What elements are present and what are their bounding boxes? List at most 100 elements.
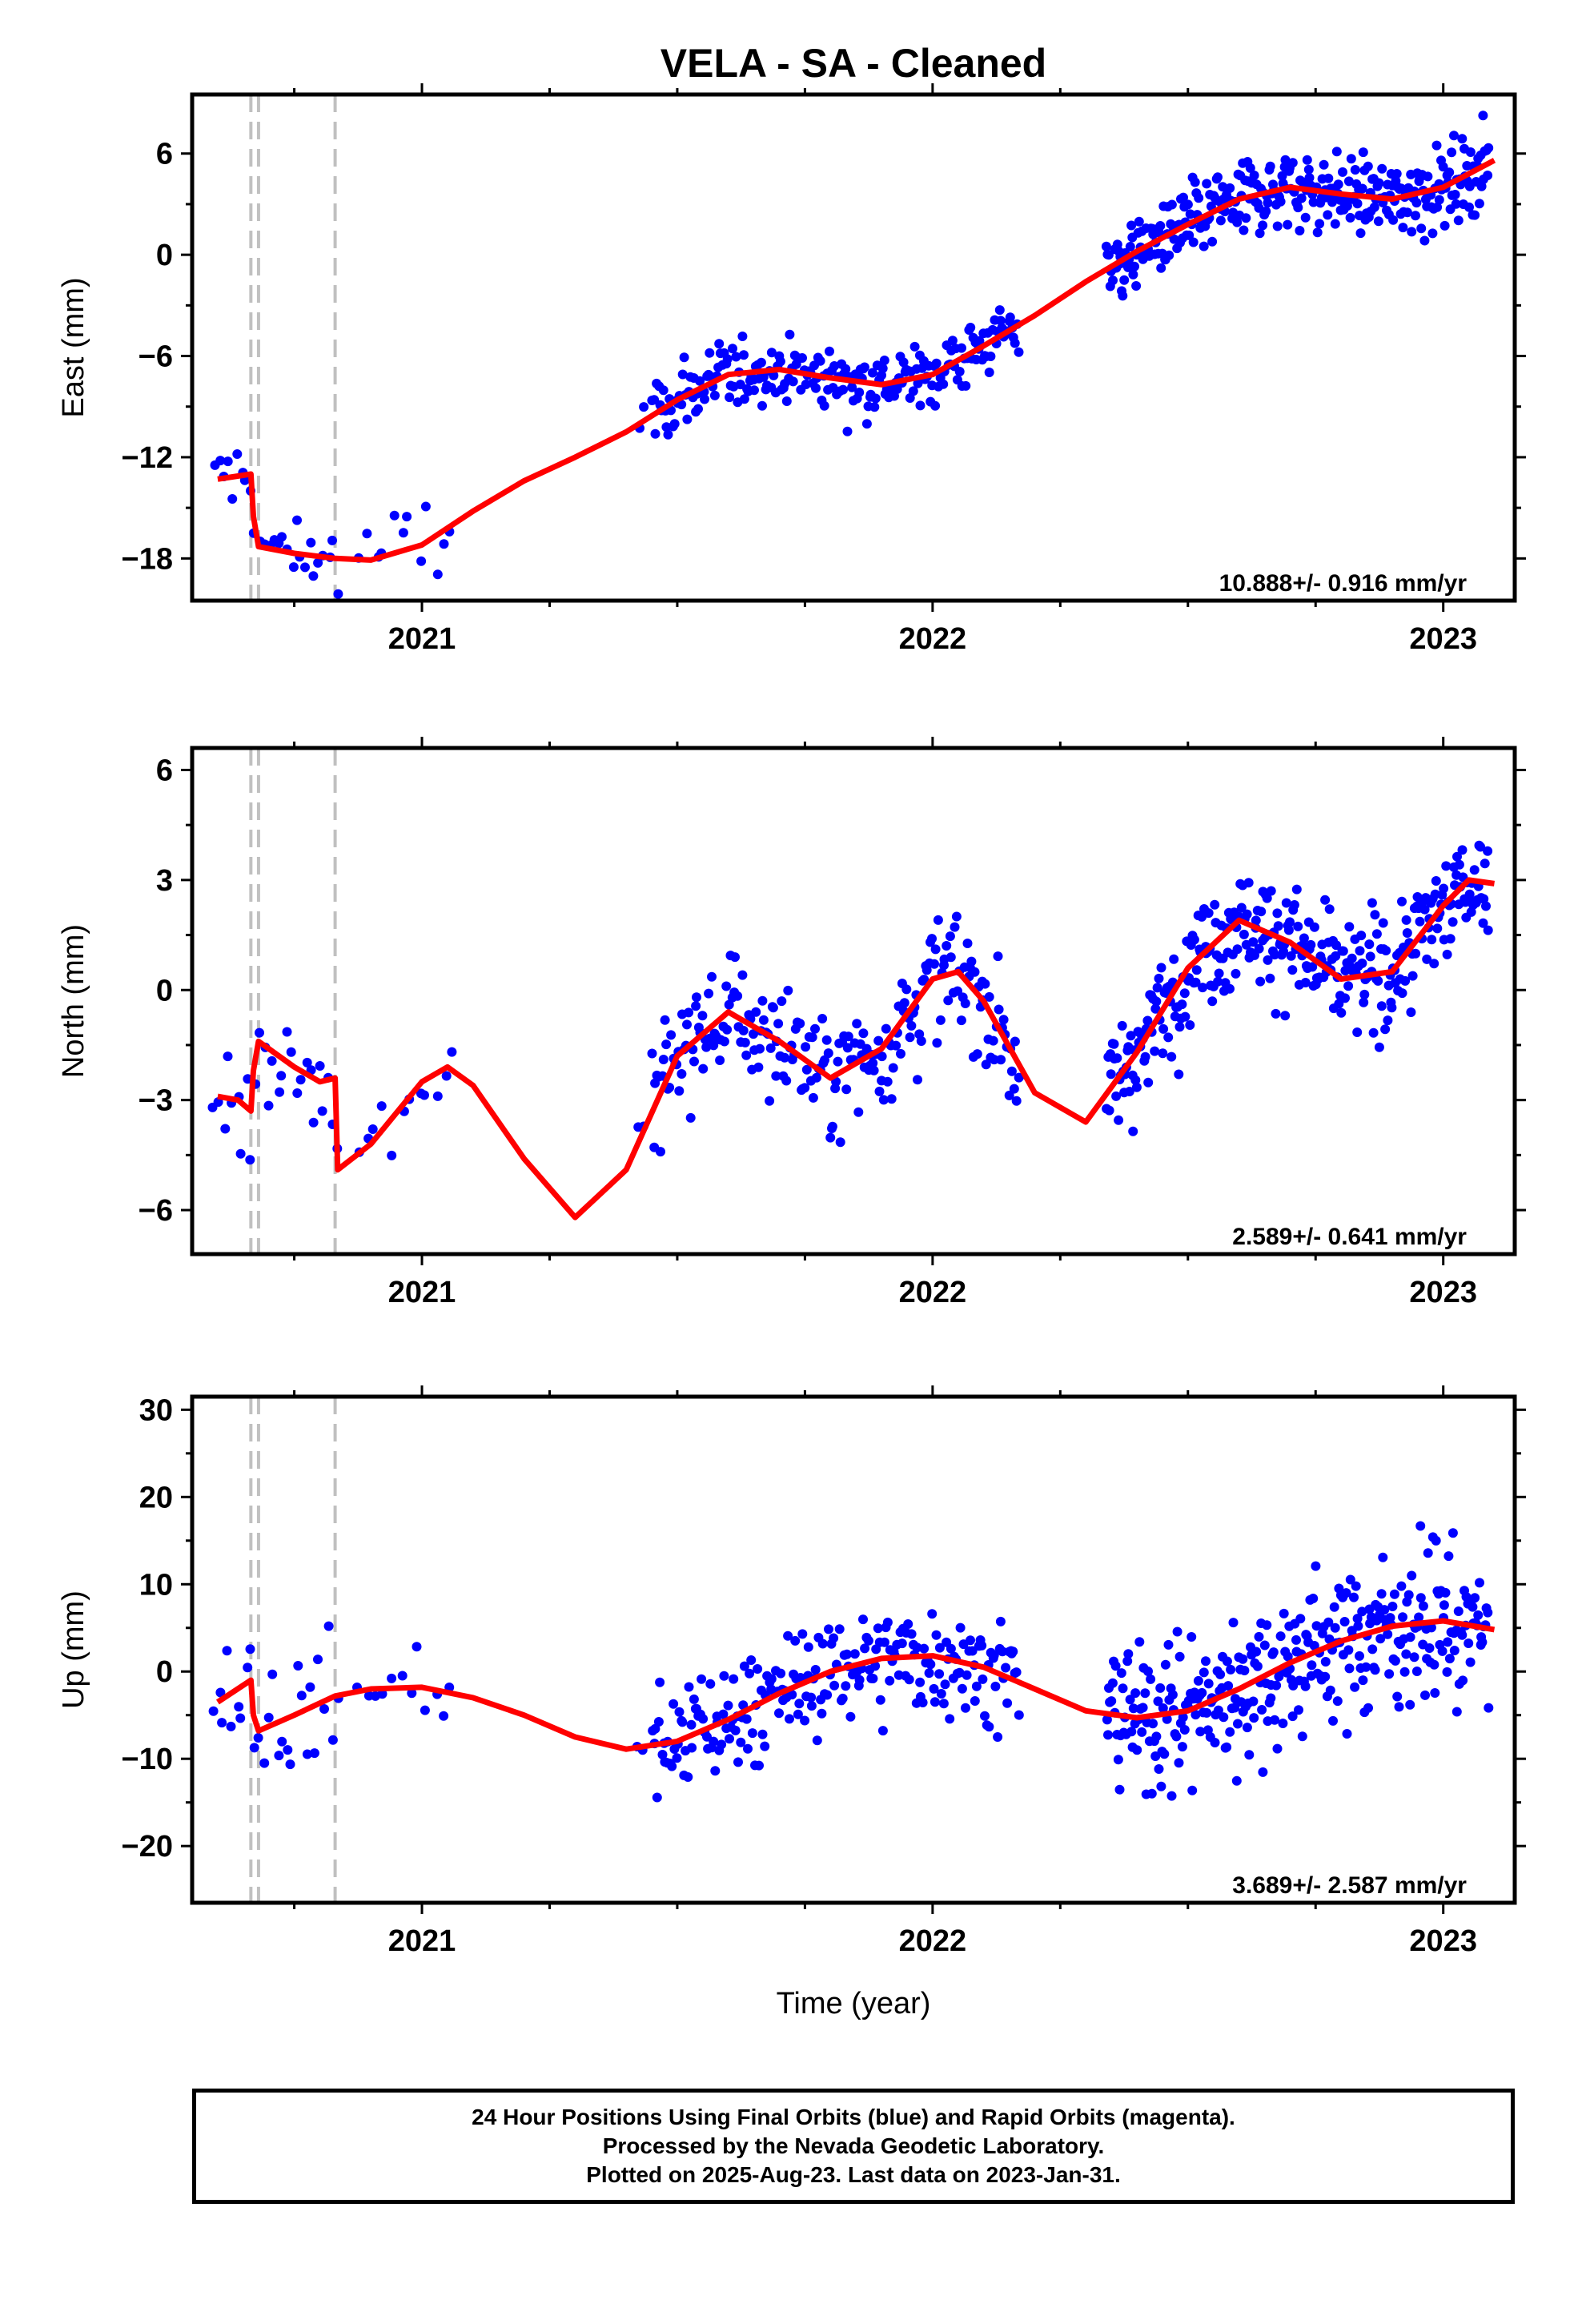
data-point (1125, 242, 1135, 251)
data-point (1203, 1679, 1214, 1689)
y-tick-label: −20 (122, 1830, 173, 1864)
x-tick-label: 2022 (899, 1276, 967, 1309)
data-point (905, 1032, 915, 1043)
data-point (1371, 929, 1382, 939)
data-point (697, 1011, 708, 1021)
data-point (1476, 842, 1486, 852)
data-point (812, 1735, 822, 1746)
data-point (817, 1708, 827, 1719)
data-point (1484, 143, 1494, 153)
data-point (1483, 846, 1493, 856)
x-tick-label: 2022 (899, 622, 967, 656)
y-tick-label: 3 (156, 864, 173, 898)
east-panel: −18 −12 −6 0 6 2021 2022 2023 East (mm) 10.888+/-… (57, 83, 1526, 656)
data-point (1418, 1601, 1428, 1611)
data-point (1358, 1675, 1368, 1686)
data-point (1374, 178, 1384, 188)
data-point (1450, 190, 1460, 199)
data-point (1357, 183, 1367, 194)
data-point (931, 1630, 942, 1640)
data-point (842, 1043, 853, 1053)
data-point (1289, 900, 1299, 910)
data-point (1111, 1091, 1122, 1101)
data-point (760, 1741, 770, 1751)
data-point (909, 341, 920, 352)
data-point (854, 388, 865, 397)
data-point (957, 1683, 967, 1694)
data-point (835, 1137, 845, 1148)
data-point (1434, 195, 1444, 205)
data-point (1143, 1667, 1153, 1676)
data-point (1155, 221, 1166, 231)
data-point (1381, 946, 1391, 955)
data-point (1407, 227, 1417, 237)
data-point (783, 1630, 793, 1641)
data-point (901, 984, 912, 995)
data-point (441, 1071, 452, 1081)
data-point (1452, 1707, 1462, 1717)
data-point (1249, 171, 1259, 180)
data-point (729, 1674, 739, 1684)
data-point (1191, 965, 1202, 975)
data-point (961, 380, 971, 391)
data-point (1251, 1647, 1262, 1657)
data-point (1207, 236, 1218, 247)
data-point (656, 1147, 665, 1157)
data-point (658, 1055, 669, 1064)
data-point (1202, 179, 1212, 189)
data-point (227, 494, 238, 504)
data-point (1345, 1574, 1355, 1585)
data-point (692, 992, 701, 1003)
data-point (707, 971, 717, 982)
data-point (660, 1015, 670, 1025)
data-point (1440, 1587, 1451, 1598)
data-point (1400, 975, 1411, 986)
data-point (652, 1792, 662, 1803)
data-point (650, 428, 661, 439)
data-point (800, 1083, 810, 1093)
data-point (873, 1035, 884, 1046)
data-point (1197, 1687, 1207, 1698)
data-point (1439, 883, 1449, 894)
data-point (739, 1661, 749, 1671)
data-point (1423, 171, 1433, 182)
data-point (801, 1042, 811, 1052)
data-point (1254, 1631, 1264, 1642)
data-points (208, 1521, 1494, 1803)
data-point (933, 915, 943, 925)
data-point (1449, 1646, 1460, 1655)
data-point (1114, 1115, 1124, 1125)
data-point (1254, 943, 1264, 954)
data-point (1294, 1705, 1303, 1715)
data-point (1352, 1027, 1363, 1037)
data-point (1213, 1705, 1223, 1715)
data-point (1398, 223, 1408, 233)
data-point (1378, 1552, 1388, 1562)
data-point (934, 1669, 945, 1679)
data-point (1279, 1608, 1289, 1618)
data-point (1398, 1612, 1407, 1622)
data-point (1454, 859, 1464, 870)
data-point (1272, 221, 1283, 231)
data-point (1174, 1069, 1184, 1080)
data-point (817, 1014, 828, 1023)
data-point (785, 1714, 794, 1724)
data-point (1325, 1685, 1335, 1695)
data-point (1342, 1729, 1352, 1739)
data-point (810, 1023, 820, 1034)
data-point (1179, 1725, 1190, 1735)
data-point (1388, 215, 1399, 225)
data-point (1150, 1046, 1160, 1056)
data-point (1464, 202, 1474, 212)
data-point (842, 426, 853, 436)
data-point (1308, 1594, 1319, 1603)
data-point (1248, 937, 1259, 947)
data-point (808, 1092, 818, 1103)
data-point (1411, 948, 1421, 959)
data-point (749, 385, 759, 396)
data-point (766, 348, 777, 358)
data-point (1370, 910, 1380, 920)
data-point (1346, 154, 1356, 164)
data-point (1275, 1631, 1286, 1642)
data-point (930, 1697, 940, 1707)
